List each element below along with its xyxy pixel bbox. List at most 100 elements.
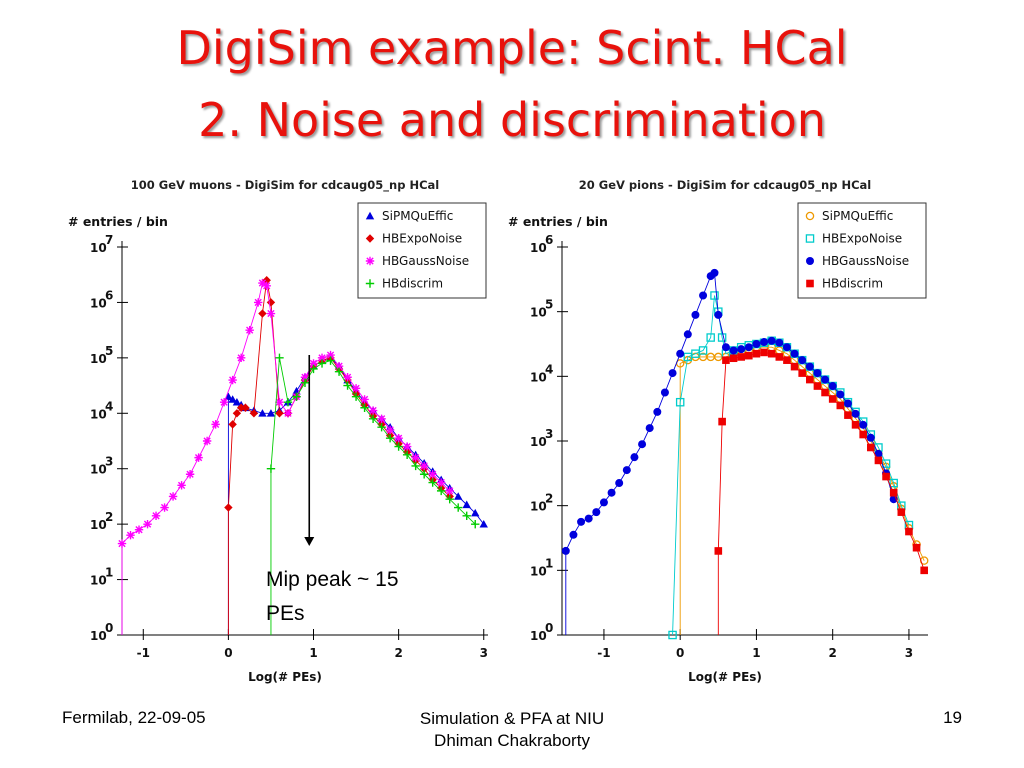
chart1-series-HBGaussNoise: [561, 268, 898, 635]
chart0-ytick-base: 10: [90, 241, 107, 255]
chart0-data-point: [232, 398, 242, 406]
chart1-data-point: [882, 472, 890, 481]
chart0-ytick-base: 10: [90, 518, 107, 532]
chart0-title: 100 GeV muons - DigiSim for cdcaug05_np …: [131, 178, 439, 193]
chart1-data-point: [592, 508, 601, 517]
chart1-data-point: [698, 346, 708, 355]
chart0-data-point: [462, 511, 471, 521]
chart0-data-point: [326, 356, 335, 365]
chart1-data-point: [874, 449, 883, 458]
chart1-data-point: [767, 336, 776, 345]
chart0-data-point: [368, 406, 378, 415]
chart1-data-point: [790, 362, 799, 371]
chart1-data-point: [653, 407, 662, 416]
chart1-ytick-base: 10: [530, 241, 547, 255]
chart1-data-point: [859, 420, 868, 429]
chart1-series-HBExpoNoise: [668, 291, 914, 640]
chart0-legend-marker: [365, 256, 375, 266]
chart1-xlabel: Log(# PEs): [688, 670, 762, 684]
chart0-data-point: [134, 525, 144, 534]
chart0-data-point: [428, 478, 437, 487]
chart0-ytick-exp: 6: [105, 288, 113, 302]
chart1-data-point: [798, 356, 807, 365]
chart1-data-point: [806, 375, 814, 384]
chart0-data-point: [385, 425, 395, 435]
chart0-ytick-exp: 0: [105, 621, 113, 635]
chart1-data-point: [760, 338, 769, 347]
chart0-data-point: [292, 392, 301, 401]
chart1-legend-marker: [806, 257, 814, 265]
chart0-data-point: [479, 519, 488, 528]
chart0-data-point: [385, 434, 395, 443]
chart0-data-point: [428, 470, 437, 479]
chart0-legend-entry: HBExpoNoise: [382, 232, 462, 246]
chart1-data-point: [569, 530, 578, 539]
chart1-ytick-base: 10: [530, 500, 547, 514]
chart1-ytick-exp: 3: [545, 427, 553, 441]
chart1-legend-marker: [805, 234, 815, 243]
chart0-data-point: [258, 278, 267, 288]
chart1-series-HBdiscrim: [714, 348, 928, 635]
chart1-data-point: [668, 630, 677, 640]
chart1-data-point: [706, 333, 715, 342]
chart1-data-point: [714, 547, 723, 555]
chart0-data-point: [236, 403, 246, 412]
chart0-data-point: [194, 453, 203, 462]
chart0-data-point: [185, 470, 195, 479]
chart1-data-point: [775, 353, 784, 361]
chart0-legend-box: [357, 202, 487, 299]
chart0-data-point: [317, 359, 327, 368]
chart0-data-point: [249, 409, 259, 418]
chart0-legend-entry: SiPMQuEffic: [382, 209, 453, 223]
chart1-data-point: [630, 453, 639, 462]
chart1-data-point: [867, 443, 875, 452]
chart0-data-point: [266, 309, 276, 318]
chart0-data-point: [202, 436, 212, 446]
chart0-ytick-base: 10: [90, 463, 107, 477]
chart0-legend-marker: [365, 211, 375, 220]
chart1-xtick-label: 2: [829, 646, 837, 660]
chart1-data-point: [683, 330, 692, 339]
chart0-data-point: [117, 539, 127, 548]
chart0-ytick-exp: 2: [105, 510, 113, 524]
chart0-data-point: [436, 486, 446, 496]
chart0-data-point: [402, 442, 412, 451]
left-chart: 100 GeV muons - DigiSim for cdcaug05_np …: [68, 178, 488, 684]
chart0-data-point: [368, 414, 378, 424]
chart0-data-point: [377, 414, 386, 424]
chart1-data-point: [836, 401, 845, 410]
chart0-data-point: [258, 309, 267, 318]
chart0-ytick-exp: 3: [105, 455, 113, 469]
chart1-data-point: [744, 343, 753, 352]
chart1-data-point: [790, 349, 799, 358]
chart0-data-point: [334, 367, 344, 376]
chart1-data-point: [889, 488, 898, 497]
chart0-ytick-base: 10: [90, 296, 107, 310]
chart0-data-point: [275, 398, 284, 407]
chart0-xtick-label: 2: [394, 646, 402, 660]
chart1-data-point: [752, 340, 761, 348]
chart0-ytick-base: 10: [90, 574, 107, 588]
chart0-data-point: [334, 361, 344, 371]
chart1-data-point: [607, 488, 616, 497]
chart1-legend-entry: HBGaussNoise: [822, 254, 909, 268]
annotation-line2: PEs: [266, 602, 305, 625]
chart1-data-point: [717, 333, 727, 342]
chart0-data-point: [211, 420, 220, 429]
chart1-legend-entry: HBExpoNoise: [822, 232, 902, 246]
chart1-legend-marker: [806, 279, 814, 288]
chart1-data-point: [561, 546, 570, 555]
chart0-data-point: [241, 403, 250, 412]
chart0-legend-marker: [365, 279, 375, 288]
chart1-data-point: [577, 517, 586, 526]
chart0-data-point: [266, 298, 276, 307]
chart0-ytick-base: 10: [90, 352, 107, 366]
chart1-data-point: [615, 479, 624, 488]
chart0-data-point: [445, 495, 454, 504]
chart0-data-point: [283, 398, 293, 407]
chart0-data-point: [454, 492, 463, 500]
chart0-data-point: [266, 464, 276, 473]
chart0-data-point: [228, 375, 237, 385]
chart1-data-point: [714, 310, 723, 319]
chart0-data-point: [360, 403, 369, 412]
